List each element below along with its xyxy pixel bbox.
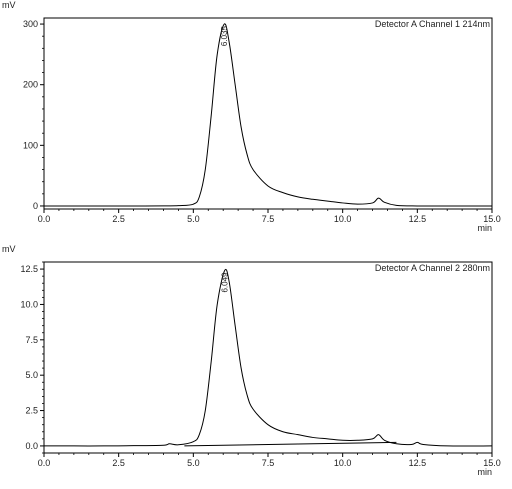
x-tick-label: 12.5	[409, 214, 427, 224]
x-axis-unit-label: min	[477, 223, 492, 233]
y-tick-label: 0.0	[25, 441, 38, 451]
y-tick-label: 300	[23, 19, 38, 29]
chromatogram-trace	[44, 23, 492, 207]
x-tick-label: 7.5	[262, 458, 275, 468]
x-tick-label: 0.0	[38, 458, 51, 468]
x-tick-label: 5.0	[187, 214, 200, 224]
x-tick-label: 0.0	[38, 214, 51, 224]
y-tick-label: 2.5	[25, 406, 38, 416]
y-tick-label: 10.0	[20, 299, 38, 309]
y-tick-label: 12.5	[20, 264, 38, 274]
x-tick-label: 2.5	[112, 214, 125, 224]
peak-retention-label: 6.035	[220, 26, 229, 47]
chart-panel-1: mV min Detector A Channel 1 214nm 0.0 2.5 5.0…	[2, 0, 501, 233]
x-tick-label: 5.0	[187, 458, 200, 468]
x-tick-label: 12.5	[409, 458, 427, 468]
y-axis-unit-label: mV	[2, 0, 16, 10]
y-tick-label: 100	[23, 140, 38, 150]
plot-frame	[43, 17, 493, 210]
x-tick-label: 10.0	[334, 458, 352, 468]
y-tick-label: 7.5	[25, 335, 38, 345]
y-tick-label: 5.0	[25, 370, 38, 380]
chromatogram-trace	[43, 268, 493, 447]
x-tick-label: 2.5	[112, 458, 125, 468]
x-tick-label: 7.5	[262, 214, 275, 224]
y-axis-unit-label: mV	[2, 244, 16, 254]
peak-retention-label: 6.049	[221, 272, 230, 293]
chart-panel-2: mV min Detector A Channel 2 280nm 0.0 2.5 5.0…	[2, 244, 501, 477]
x-axis-unit-label: min	[477, 467, 492, 477]
baseline-line	[184, 441, 397, 447]
y-tick-label: 0	[33, 201, 38, 211]
detector-channel-label: Detector A Channel 2 280nm	[375, 263, 490, 273]
x-tick-label: 15.0	[483, 214, 501, 224]
x-tick-label: 10.0	[334, 214, 352, 224]
y-tick-label: 200	[23, 80, 38, 90]
x-tick-label: 15.0	[483, 458, 501, 468]
detector-channel-label: Detector A Channel 1 214nm	[375, 19, 490, 29]
